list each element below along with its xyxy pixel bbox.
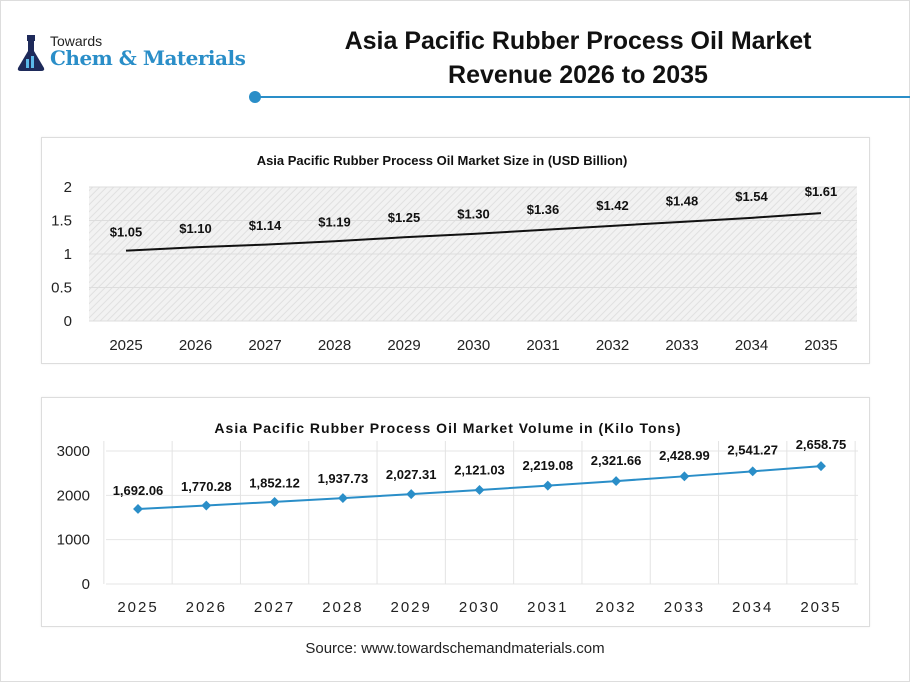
x-tick-label: 2032 <box>596 337 629 354</box>
x-tick-label: 2031 <box>526 337 559 354</box>
data-label: 2,121.03 <box>454 462 505 477</box>
logo-brand: Chem & Materials <box>50 46 246 70</box>
x-tick-label: 2030 <box>459 599 500 616</box>
data-label: 2,219.08 <box>522 458 573 473</box>
data-label: 1,937.73 <box>318 471 369 486</box>
data-label: $1.48 <box>666 193 699 208</box>
header-dot <box>249 91 261 103</box>
x-tick-label: 2035 <box>804 337 837 354</box>
y-tick-label: 0.5 <box>51 280 72 297</box>
size-chart: Asia Pacific Rubber Process Oil Market S… <box>51 153 857 354</box>
x-tick-label: 2029 <box>391 599 432 616</box>
data-label: $1.19 <box>318 214 351 229</box>
data-label: $1.61 <box>805 184 838 199</box>
x-tick-label: 2031 <box>527 599 568 616</box>
y-tick-label: 2 <box>64 179 72 196</box>
logo-towards: Towards <box>50 33 103 49</box>
data-point <box>133 504 143 514</box>
y-tick-label: 1.5 <box>51 213 72 230</box>
page-title: Asia Pacific Rubber Process Oil Market Re… <box>344 27 812 89</box>
data-point <box>337 493 348 504</box>
data-point <box>474 485 485 495</box>
x-tick-label: 2033 <box>664 599 705 616</box>
y-tick-label: 2000 <box>57 487 90 504</box>
header-rule <box>258 96 910 98</box>
data-point <box>816 461 826 472</box>
data-point <box>269 496 280 507</box>
x-tick-label: 2026 <box>179 337 212 354</box>
y-tick-label: 0 <box>82 576 90 593</box>
data-label: $1.54 <box>735 189 768 204</box>
y-tick-label: 3000 <box>57 443 90 460</box>
data-point <box>201 500 212 511</box>
x-tick-label: 2028 <box>322 599 363 616</box>
x-tick-label: 2027 <box>248 337 281 354</box>
x-tick-label: 2025 <box>117 599 158 616</box>
data-label: $1.42 <box>596 198 629 213</box>
x-tick-label: 2029 <box>387 337 420 354</box>
size-chart-panel: Asia Pacific Rubber Process Oil Market S… <box>41 137 870 364</box>
data-label: 2,027.31 <box>386 467 437 482</box>
y-tick-label: 0 <box>64 313 72 330</box>
data-label: $1.25 <box>388 210 421 225</box>
data-label: $1.30 <box>457 206 490 221</box>
series-line <box>125 212 822 252</box>
x-tick-label: 2034 <box>735 337 768 354</box>
data-point <box>406 489 417 500</box>
flask-icon <box>17 35 45 71</box>
x-tick-label: 2028 <box>318 337 351 354</box>
y-tick-label: 1 <box>64 246 72 263</box>
x-tick-label: 2027 <box>254 599 295 616</box>
chart-title: Asia Pacific Rubber Process Oil Market S… <box>257 153 628 168</box>
x-tick-label: 2025 <box>109 337 142 354</box>
data-label: 2,428.99 <box>659 448 710 463</box>
data-label: $1.36 <box>527 202 560 217</box>
y-tick-label: 1000 <box>57 532 90 549</box>
data-label: 1,770.28 <box>181 479 232 494</box>
data-label: 2,658.75 <box>796 437 847 452</box>
volume-chart-panel: Asia Pacific Rubber Process Oil Market V… <box>41 397 870 627</box>
x-tick-label: 2033 <box>665 337 698 354</box>
source-note: Source: www.towardschemandmaterials.com <box>305 640 605 657</box>
data-label: $1.10 <box>179 221 212 236</box>
data-point <box>679 471 690 482</box>
x-tick-label: 2032 <box>595 599 636 616</box>
x-tick-label: 2035 <box>800 599 841 616</box>
data-label: $1.05 <box>110 225 143 240</box>
x-tick-label: 2026 <box>186 599 227 616</box>
data-point <box>542 480 553 491</box>
x-tick-label: 2030 <box>457 337 490 354</box>
x-tick-label: 2034 <box>732 599 773 616</box>
data-point <box>611 476 622 487</box>
data-label: 2,541.27 <box>727 443 778 458</box>
chart-title: Asia Pacific Rubber Process Oil Market V… <box>214 420 681 436</box>
data-label: 2,321.66 <box>591 453 642 468</box>
data-label: 1,852.12 <box>249 475 300 490</box>
data-label: $1.14 <box>249 218 282 233</box>
data-label: 1,692.06 <box>113 483 164 498</box>
data-point <box>747 466 758 477</box>
volume-chart: Asia Pacific Rubber Process Oil Market V… <box>57 420 858 616</box>
